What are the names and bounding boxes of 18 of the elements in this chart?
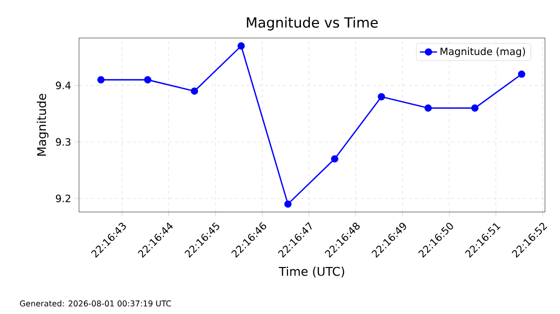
y-tick-label: 9.3 (56, 138, 70, 146)
y-tick-label: 9.4 (56, 82, 71, 90)
point (144, 76, 152, 84)
point (424, 104, 432, 112)
text: Generated: 2026-08-01 00:37:19 UTC (20, 300, 171, 306)
point (190, 87, 198, 95)
y-axis-title: Magnitude (36, 94, 48, 156)
point (331, 155, 338, 163)
point (471, 104, 479, 112)
legend-label: Magnitude (mag) (440, 47, 525, 58)
chart-title: Magnitude vs Time (246, 16, 378, 30)
y-tick-label: 9.2 (56, 194, 70, 202)
x-axis-title: Time (UTC) (278, 266, 344, 278)
point (284, 200, 292, 208)
point (97, 76, 105, 84)
point (238, 42, 245, 50)
point (518, 70, 526, 78)
point (378, 93, 386, 100)
